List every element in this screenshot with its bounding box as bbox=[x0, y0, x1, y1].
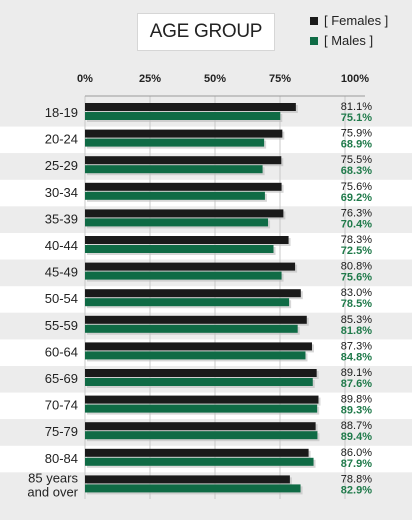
legend-swatch-females bbox=[310, 16, 318, 25]
bar-females bbox=[85, 289, 301, 298]
bar-males bbox=[85, 245, 274, 253]
value-label-females: 78.8% bbox=[341, 473, 372, 485]
bar-females bbox=[85, 315, 307, 324]
bar-females bbox=[85, 236, 289, 244]
value-label-males: 69.2% bbox=[341, 192, 372, 204]
value-label-males: 87.6% bbox=[341, 378, 372, 390]
category-label: and over bbox=[27, 484, 78, 499]
legend-item-males: [ Males ] bbox=[310, 33, 373, 48]
value-label-males: 78.5% bbox=[341, 298, 372, 310]
bar-males bbox=[85, 404, 318, 413]
x-tick-label: 100% bbox=[341, 73, 369, 85]
bar-females bbox=[85, 448, 309, 457]
value-label-females: 80.8% bbox=[341, 261, 372, 273]
value-label-males: 68.9% bbox=[341, 139, 372, 151]
bar-females bbox=[85, 475, 290, 484]
bar-females bbox=[85, 129, 283, 138]
value-label-males: 75.1% bbox=[341, 112, 372, 124]
category-label: 25-29 bbox=[45, 158, 78, 173]
bar-males bbox=[85, 271, 282, 280]
value-label-males: 84.8% bbox=[341, 351, 372, 363]
bar-males bbox=[85, 218, 269, 227]
value-label-males: 81.8% bbox=[341, 325, 372, 337]
bar-females bbox=[85, 103, 296, 111]
category-label: 60-64 bbox=[45, 344, 78, 359]
value-label-females: 75.9% bbox=[341, 128, 372, 140]
value-label-females: 75.5% bbox=[341, 154, 372, 166]
legend-label-males: [ Males ] bbox=[324, 33, 374, 48]
bar-males bbox=[85, 378, 313, 386]
category-label: 40-44 bbox=[45, 238, 78, 253]
bar-males bbox=[85, 484, 301, 493]
value-label-females: 75.6% bbox=[341, 181, 372, 193]
x-tick-label: 50% bbox=[204, 73, 226, 85]
bar-females bbox=[85, 209, 284, 218]
x-tick-label: 75% bbox=[269, 73, 291, 85]
bar-females bbox=[85, 422, 316, 431]
value-label-females: 88.7% bbox=[341, 420, 372, 432]
bar-males bbox=[85, 112, 281, 120]
category-label: 35-39 bbox=[45, 211, 78, 226]
bar-females bbox=[85, 342, 312, 351]
value-label-females: 83.0% bbox=[341, 287, 372, 299]
bar-males bbox=[85, 138, 265, 147]
value-label-males: 87.9% bbox=[341, 458, 372, 470]
legend-item-females: [ Females ] bbox=[310, 13, 388, 28]
x-tick-label: 25% bbox=[139, 73, 161, 85]
value-label-males: 75.6% bbox=[341, 272, 372, 284]
category-label: 18-19 bbox=[45, 105, 78, 120]
category-label: 30-34 bbox=[45, 185, 78, 200]
value-label-females: 81.1% bbox=[341, 101, 372, 113]
bar-females bbox=[85, 395, 319, 404]
bar-males bbox=[85, 165, 263, 174]
value-label-females: 86.0% bbox=[341, 447, 372, 459]
category-label: 70-74 bbox=[45, 398, 78, 413]
value-label-males: 82.9% bbox=[341, 484, 372, 496]
category-label: 80-84 bbox=[45, 451, 78, 466]
category-label: 85 years bbox=[28, 470, 78, 485]
value-label-females: 78.3% bbox=[341, 234, 372, 246]
category-label: 65-69 bbox=[45, 371, 78, 386]
value-label-females: 76.3% bbox=[341, 207, 372, 219]
legend-label-females: [ Females ] bbox=[324, 13, 389, 28]
category-label: 55-59 bbox=[45, 318, 78, 333]
category-label: 20-24 bbox=[45, 132, 78, 147]
value-label-females: 89.8% bbox=[341, 394, 372, 406]
bar-males bbox=[85, 431, 318, 440]
bar-males bbox=[85, 457, 314, 466]
category-label: 50-54 bbox=[45, 291, 78, 306]
value-label-females: 89.1% bbox=[341, 367, 372, 379]
chart-title: AGE GROUP bbox=[137, 13, 275, 51]
value-label-males: 89.3% bbox=[341, 405, 372, 417]
bar-males bbox=[85, 298, 290, 307]
value-label-males: 68.3% bbox=[341, 165, 372, 177]
bar-females bbox=[85, 369, 317, 377]
bar-females bbox=[85, 156, 282, 165]
value-label-females: 85.3% bbox=[341, 314, 372, 326]
bar-females bbox=[85, 262, 296, 271]
value-label-males: 70.4% bbox=[341, 218, 372, 230]
value-label-males: 72.5% bbox=[341, 245, 372, 257]
bar-females bbox=[85, 182, 282, 191]
bar-males bbox=[85, 351, 306, 360]
value-label-females: 87.3% bbox=[341, 340, 372, 352]
bar-males bbox=[85, 324, 298, 333]
category-label: 75-79 bbox=[45, 424, 78, 439]
bar-males bbox=[85, 191, 265, 200]
x-tick-label: 0% bbox=[77, 73, 93, 85]
value-label-males: 89.4% bbox=[341, 431, 372, 443]
legend-swatch-males bbox=[310, 36, 318, 45]
category-label: 45-49 bbox=[45, 265, 78, 280]
